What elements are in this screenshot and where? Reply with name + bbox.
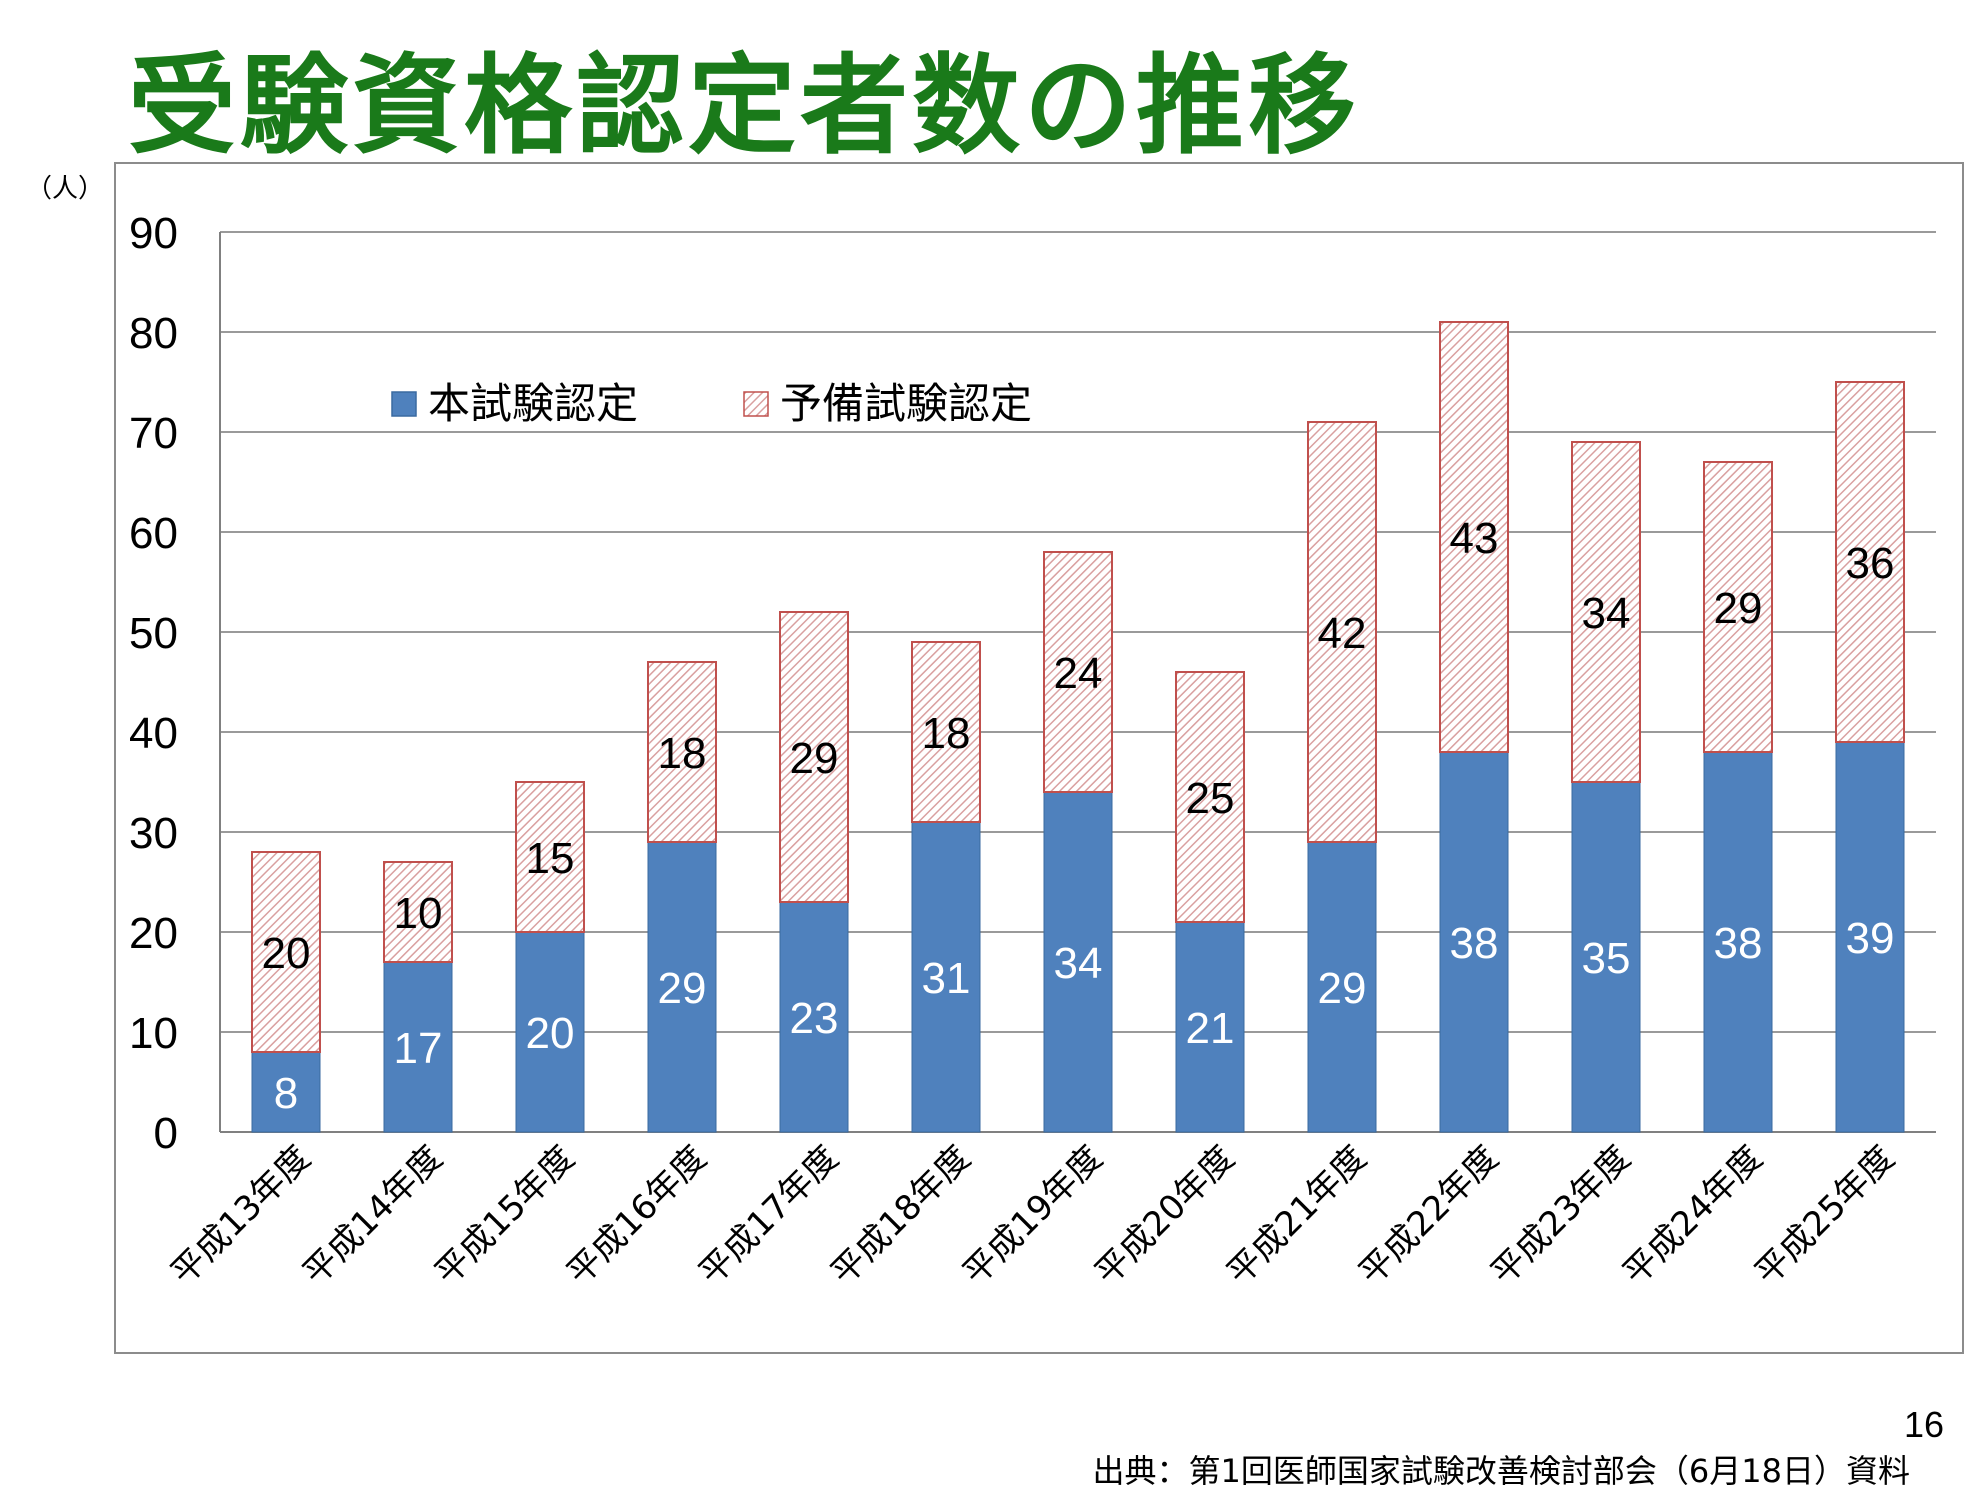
bar-prelim-exam [1835, 381, 1905, 743]
y-tick-label: 40 [129, 709, 178, 758]
data-label-prelim-exam: 18 [658, 729, 707, 778]
y-tick-label: 90 [129, 209, 178, 258]
data-label-prelim-exam: 42 [1318, 609, 1367, 658]
bar-prelim-exam [1043, 551, 1113, 793]
chart-frame [114, 162, 1964, 1354]
data-label-main-exam: 31 [922, 954, 971, 1003]
y-axis-unit-label: （人） [26, 174, 105, 204]
bar-main-exam [1175, 921, 1245, 1133]
bar-prelim-exam [1175, 671, 1245, 923]
bar-main-exam [1571, 781, 1641, 1133]
data-label-main-exam: 38 [1714, 919, 1763, 968]
y-tick-label: 80 [129, 309, 178, 358]
bar-main-exam [251, 1051, 321, 1133]
data-label-main-exam: 29 [1318, 964, 1367, 1013]
x-tick-label: 平成24年度 [1615, 1138, 1770, 1293]
data-label-prelim-exam: 24 [1054, 649, 1103, 698]
x-tick-label: 平成22年度 [1351, 1138, 1506, 1293]
data-label-main-exam: 35 [1582, 934, 1631, 983]
data-label-prelim-exam: 10 [394, 889, 443, 938]
bar-prelim-exam [1571, 441, 1641, 783]
legend-main-exam-swatch [391, 391, 417, 417]
bar-main-exam [1307, 841, 1377, 1133]
bar-prelim-exam [515, 781, 585, 933]
bar-prelim-exam [1439, 321, 1509, 753]
data-label-prelim-exam: 29 [790, 734, 839, 783]
y-tick-label: 70 [129, 409, 178, 458]
x-tick-label: 平成15年度 [427, 1138, 582, 1293]
y-tick-label: 20 [129, 909, 178, 958]
bar-prelim-exam [1307, 421, 1377, 843]
data-label-main-exam: 34 [1054, 939, 1103, 988]
x-tick-label: 平成21年度 [1219, 1138, 1374, 1293]
legend-prelim-exam-label: 予備試験認定 [780, 379, 1032, 428]
y-tick-label: 10 [129, 1009, 178, 1058]
bar-main-exam [1043, 791, 1113, 1133]
data-label-prelim-exam: 43 [1450, 514, 1499, 563]
x-tick-label: 平成20年度 [1087, 1138, 1242, 1293]
y-tick-label: 0 [154, 1109, 178, 1158]
bar-main-exam [779, 901, 849, 1133]
data-label-prelim-exam: 15 [526, 834, 575, 883]
y-tick-label: 60 [129, 509, 178, 558]
x-tick-label: 平成23年度 [1483, 1138, 1638, 1293]
page-number: 16 [1903, 1404, 1944, 1445]
data-label-main-exam: 39 [1846, 914, 1895, 963]
bar-main-exam [911, 821, 981, 1133]
bar-prelim-exam [647, 661, 717, 843]
legend-prelim-exam-swatch [743, 391, 769, 417]
data-label-prelim-exam: 34 [1582, 589, 1631, 638]
data-label-main-exam: 23 [790, 994, 839, 1043]
data-label-prelim-exam: 20 [262, 929, 311, 978]
x-tick-label: 平成16年度 [559, 1138, 714, 1293]
data-label-main-exam: 29 [658, 964, 707, 1013]
source-citation: 出典：第1回医師国家試験改善検討部会（6月18日）資料 [1092, 1452, 1910, 1490]
bar-main-exam [515, 931, 585, 1133]
data-label-main-exam: 38 [1450, 919, 1499, 968]
legend-main-exam-label: 本試験認定 [428, 379, 638, 428]
data-label-main-exam: 21 [1186, 1004, 1235, 1053]
bar-prelim-exam [911, 641, 981, 823]
x-tick-label: 平成17年度 [691, 1138, 846, 1293]
x-tick-label: 平成18年度 [823, 1138, 978, 1293]
bar-prelim-exam [1703, 461, 1773, 753]
data-label-prelim-exam: 25 [1186, 774, 1235, 823]
bar-prelim-exam [779, 611, 849, 903]
data-label-main-exam: 17 [394, 1024, 443, 1073]
bar-main-exam [383, 961, 453, 1133]
x-tick-label: 平成19年度 [955, 1138, 1110, 1293]
x-tick-label: 平成13年度 [163, 1138, 318, 1293]
x-tick-label: 平成14年度 [295, 1138, 450, 1293]
bar-main-exam [1703, 751, 1773, 1133]
bar-main-exam [647, 841, 717, 1133]
y-tick-label: 50 [129, 609, 178, 658]
data-label-prelim-exam: 29 [1714, 584, 1763, 633]
data-label-main-exam: 8 [274, 1069, 298, 1118]
y-tick-label: 30 [129, 809, 178, 858]
x-tick-label: 平成25年度 [1747, 1138, 1902, 1293]
data-label-prelim-exam: 36 [1846, 539, 1895, 588]
data-label-prelim-exam: 18 [922, 709, 971, 758]
bar-prelim-exam [383, 861, 453, 963]
bar-prelim-exam [251, 851, 321, 1053]
data-label-main-exam: 20 [526, 1009, 575, 1058]
page-title: 受験資格認定者数の推移 [128, 44, 1361, 169]
